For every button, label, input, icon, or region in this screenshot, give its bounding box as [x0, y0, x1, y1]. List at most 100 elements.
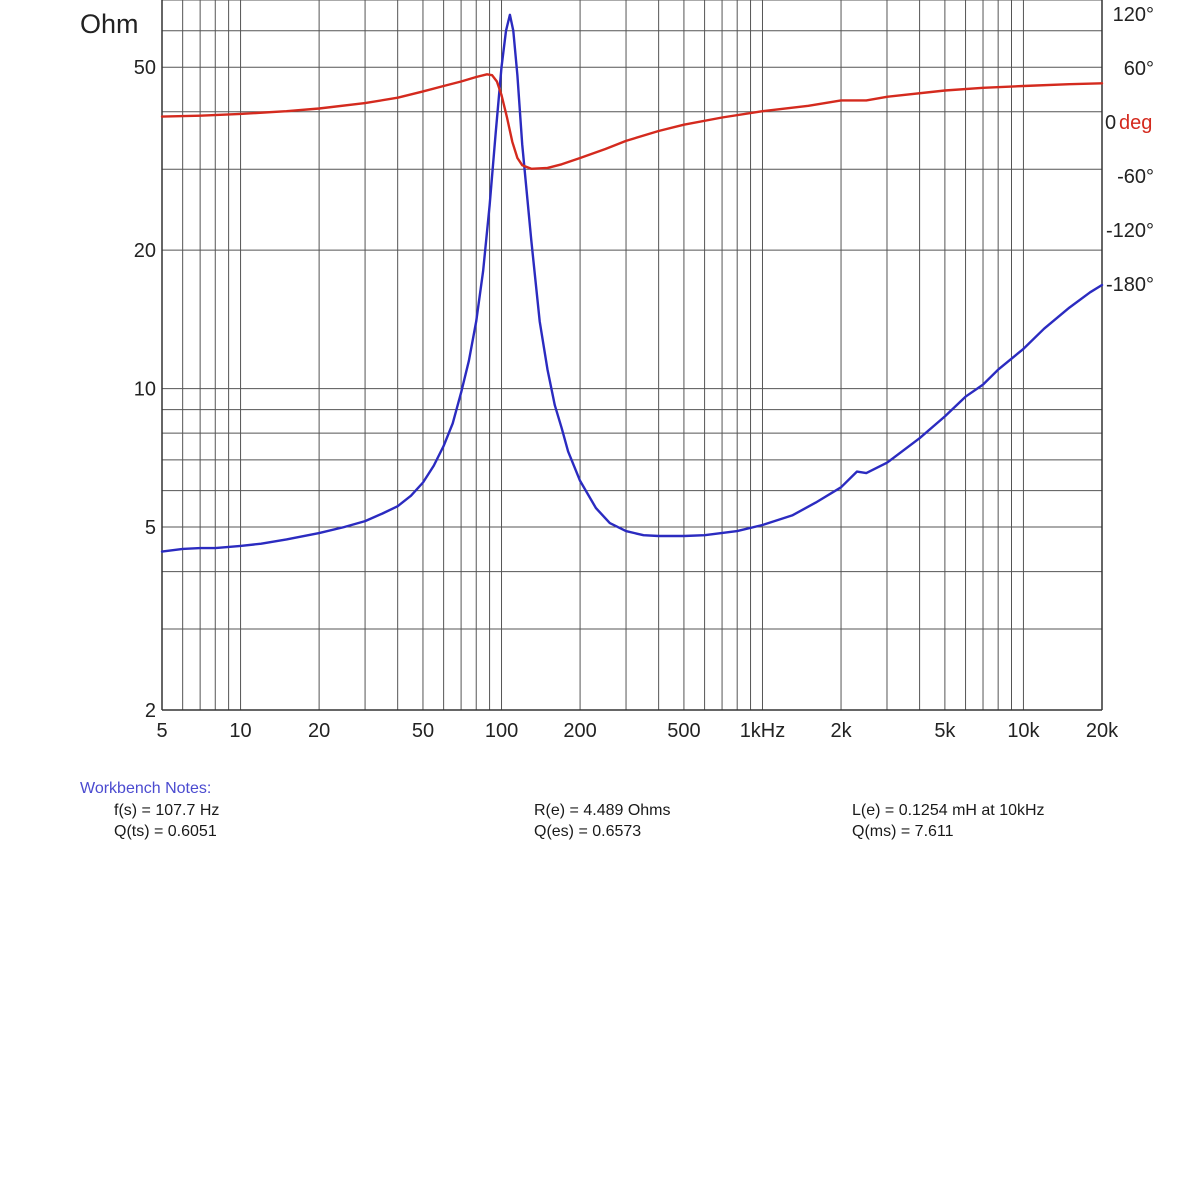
x-tick-label: 50	[412, 720, 434, 742]
note-qes: Q(es) = 0.6573	[534, 823, 642, 840]
note-re: R(e) = 4.489 Ohms	[534, 802, 671, 819]
impedance-point	[703, 534, 706, 536]
impedance-point	[516, 74, 518, 76]
phase-point	[546, 167, 549, 169]
x-tick-label: 20	[308, 720, 330, 742]
phase-point	[161, 116, 163, 118]
note-qms: Q(ms) = 7.611	[852, 823, 954, 840]
notes-title: Workbench Notes:	[80, 780, 212, 797]
note-qts: Q(ts) = 0.6051	[114, 823, 217, 840]
impedance-point	[443, 445, 445, 447]
impedance-point	[512, 30, 514, 32]
y-tick-label: 5	[145, 517, 156, 539]
phase-point	[982, 87, 984, 89]
phase-point	[500, 94, 503, 96]
x-tick-label: 100	[485, 720, 518, 742]
phase-point	[1068, 83, 1070, 85]
x-tick-label: 5k	[934, 720, 956, 742]
note-fs: f(s) = 107.7 Hz	[114, 802, 220, 819]
phase-point	[511, 141, 513, 143]
impedance-point	[381, 512, 384, 515]
impedance-point	[791, 514, 793, 516]
phase-point	[561, 163, 563, 165]
phase-point	[658, 130, 660, 132]
impedance-point	[397, 505, 399, 507]
impedance-point	[997, 368, 999, 371]
impedance-point	[982, 384, 984, 386]
impedance-point	[521, 143, 523, 145]
impedance-point	[343, 526, 346, 528]
impedance-point	[495, 132, 497, 134]
x-tick-label: 2k	[830, 720, 852, 742]
impedance-point	[530, 239, 532, 242]
impedance-point	[579, 480, 581, 482]
impedance-point	[364, 520, 366, 522]
phase-point	[397, 97, 399, 99]
phase-point	[1022, 85, 1025, 87]
impedance-point	[260, 543, 262, 545]
phase-point	[506, 116, 508, 119]
y2-tick-label: -120°	[1106, 220, 1154, 242]
y2-tick-label: 0	[1105, 112, 1116, 134]
impedance-point	[318, 532, 320, 534]
impedance-point	[1043, 328, 1045, 330]
impedance-point	[1068, 307, 1070, 309]
phase-point	[443, 85, 445, 87]
impedance-point	[433, 465, 435, 467]
phase-point	[521, 164, 523, 166]
impedance-point	[1022, 348, 1025, 350]
phase-point	[285, 110, 288, 112]
x-tick-label: 500	[667, 720, 700, 742]
y2-tick-label: -60°	[1117, 166, 1154, 188]
chart-curves	[160, 13, 1104, 553]
phase-point	[625, 140, 627, 142]
impedance-point	[199, 547, 201, 549]
phase-point	[516, 157, 518, 159]
y2-tick-label: -180°	[1106, 274, 1154, 296]
impedance-point	[1089, 291, 1091, 293]
phase-point	[840, 99, 842, 101]
impedance-point	[683, 535, 685, 537]
impedance-curve	[160, 13, 1104, 553]
impedance-point	[161, 551, 163, 553]
phase-point	[530, 168, 532, 170]
phase-point	[491, 74, 493, 76]
y2-tick-label: 60°	[1124, 58, 1154, 80]
x-tick-label: 10	[229, 720, 251, 742]
phase-point	[579, 157, 581, 159]
chart-labels: 5 10 20 50 100 200 500 1kHz 2k 5k 10k 20k25102050Oh…	[80, 4, 1154, 742]
impedance-point	[214, 547, 216, 549]
impedance-point	[452, 422, 454, 425]
impedance-point	[239, 545, 242, 547]
phase-curve	[160, 73, 1104, 171]
x-tick-label: 200	[563, 720, 596, 742]
impedance-point	[561, 427, 563, 429]
impedance-point	[509, 14, 511, 16]
impedance-point	[422, 481, 424, 484]
phase-point	[865, 99, 867, 101]
impedance-point	[609, 522, 611, 524]
impedance-point	[1101, 284, 1103, 286]
phase-point	[886, 96, 888, 98]
impedance-point	[546, 368, 549, 371]
note-le: L(e) = 0.1254 mH at 10kHz	[852, 802, 1045, 819]
impedance-point	[642, 534, 645, 536]
impedance-chart: 5 10 20 50 100 200 500 1kHz 2k 5k 10k 20k25102050Oh…	[80, 0, 1154, 742]
impedance-point	[488, 205, 491, 207]
x-tick-label: 10k	[1007, 720, 1040, 742]
impedance-point	[856, 470, 858, 473]
phase-point	[944, 89, 946, 92]
phase-point	[475, 76, 477, 78]
impedance-point	[567, 450, 569, 453]
impedance-point	[840, 486, 842, 488]
phase-point	[683, 124, 685, 126]
phase-point	[486, 73, 488, 75]
y-tick-label: 2	[145, 700, 156, 722]
chart-grid	[161, 0, 1103, 711]
phase-point	[239, 113, 242, 115]
phase-point	[422, 90, 424, 92]
phase-point	[1101, 82, 1103, 84]
phase-point	[199, 115, 201, 117]
impedance-point	[658, 535, 660, 537]
phase-point	[460, 80, 462, 83]
